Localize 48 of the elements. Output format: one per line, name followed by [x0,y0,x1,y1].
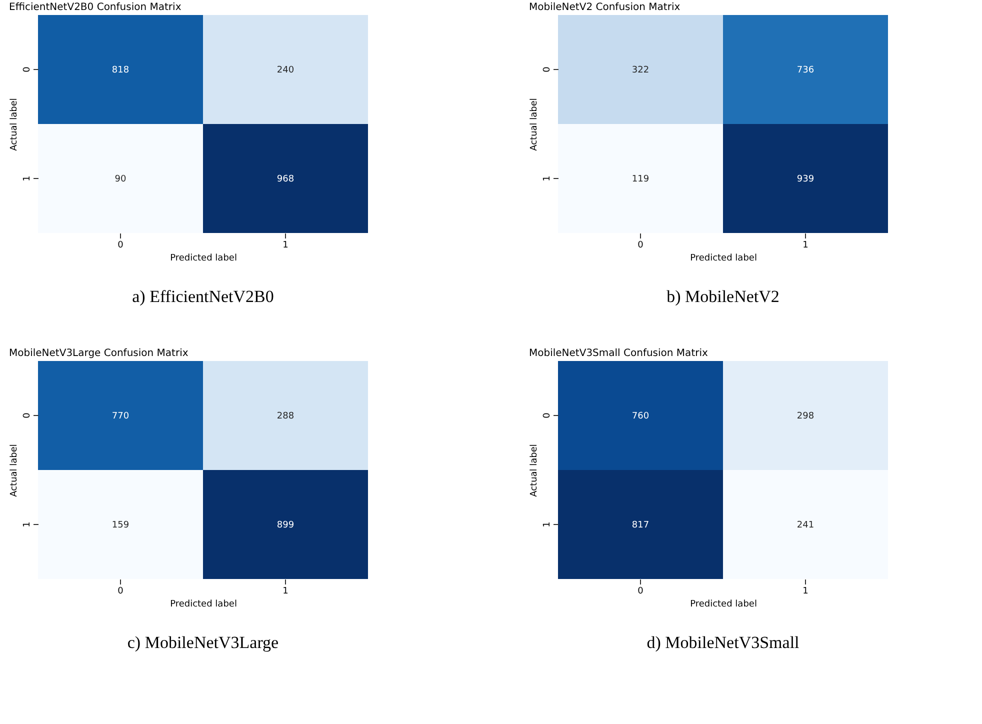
x-tick-label: 1 [802,586,808,596]
chart-title: EfficientNetV2B0 Confusion Matrix [9,2,182,13]
data-label: 240 [276,66,294,76]
x-axis-title: Predicted label [170,600,237,610]
x-axis-title: Predicted label [690,600,757,610]
data-label: 241 [796,520,814,530]
y-axis-title: Actual label [530,444,540,497]
data-label: 939 [796,174,814,184]
x-tick-label: 1 [802,240,808,250]
text: d) MobileNetV3Small [646,633,800,652]
x-tick-label: 1 [282,586,288,596]
y-tick-label: 0 [22,412,32,418]
x-tick-label: 0 [638,586,644,596]
x-tick-label: 0 [638,240,644,250]
data-label: 817 [632,520,650,530]
data-label: 159 [112,520,130,530]
y-axis-title: Actual label [10,444,20,497]
x-tick-label: 0 [118,586,124,596]
data-label: 770 [112,412,130,422]
y-tick-label: 0 [22,66,32,72]
y-tick-label: 0 [542,412,552,418]
data-label: 968 [276,174,294,184]
text: a) EfficientNetV2B0 [132,287,274,306]
y-tick-label: 1 [542,176,552,182]
data-label: 899 [276,520,294,530]
chart-title: MobileNetV3Large Confusion Matrix [9,348,188,359]
y-tick-label: 0 [542,66,552,72]
data-label: 736 [796,66,814,76]
data-label: 298 [796,412,814,422]
x-tick-label: 0 [118,240,124,250]
data-label: 760 [632,412,650,422]
x-tick-label: 1 [282,240,288,250]
x-axis-title: Predicted label [170,254,237,264]
y-tick-label: 1 [22,176,32,182]
y-tick-label: 1 [542,522,552,528]
data-label: 119 [632,174,650,184]
text: b) MobileNetV2 [666,287,780,306]
x-axis-title: Predicted label [690,254,757,264]
y-tick-label: 1 [22,522,32,528]
chart-title: MobileNetV2 Confusion Matrix [529,2,680,13]
data-label: 818 [112,66,130,76]
data-label: 288 [276,412,294,422]
chart-title: MobileNetV3Small Confusion Matrix [529,348,708,359]
data-label: 90 [114,174,126,184]
data-label: 322 [632,66,650,76]
y-axis-title: Actual label [530,98,540,151]
text: c) MobileNetV3Large [127,633,279,652]
y-axis-title: Actual label [10,98,20,151]
